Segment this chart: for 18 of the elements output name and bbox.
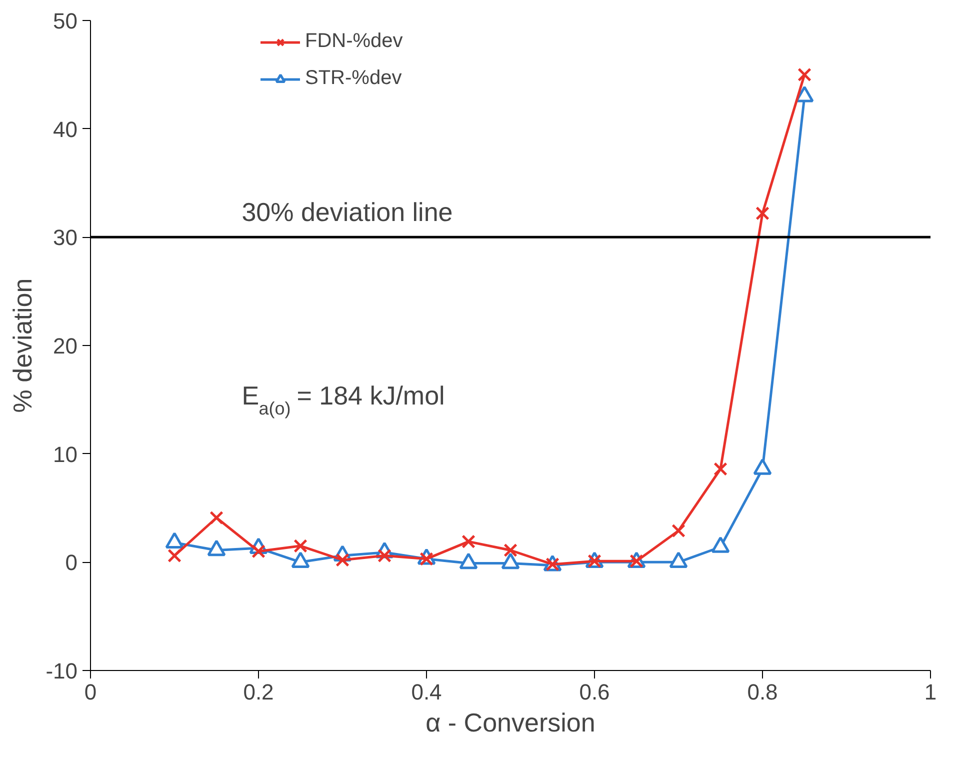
y-tick-label: 20 (53, 334, 78, 358)
x-tick-label: 0.6 (579, 680, 610, 704)
y-tick-label: 40 (53, 116, 78, 142)
legend-label: STR-%dev (305, 67, 402, 90)
x-tick-label: 0.2 (243, 680, 274, 704)
x-tick-label: 0.4 (411, 680, 442, 704)
legend-label: FDN-%dev (305, 30, 403, 53)
x-tick-label: 0 (84, 680, 97, 704)
y-axis-title: % deviation (8, 278, 38, 413)
x-tick-label: 0.8 (747, 680, 778, 704)
y-tick-label: 50 (53, 8, 78, 34)
y-tick-label: 30 (53, 225, 78, 250)
y-tick-label: -10 (46, 658, 78, 684)
y-tick-label: 10 (53, 442, 78, 467)
x-tick-label: 1 (924, 680, 937, 704)
y-tick-label: 0 (65, 550, 78, 576)
x-axis-title: α - Conversion (426, 708, 596, 738)
ref-line-label: 30% deviation line (242, 197, 453, 228)
